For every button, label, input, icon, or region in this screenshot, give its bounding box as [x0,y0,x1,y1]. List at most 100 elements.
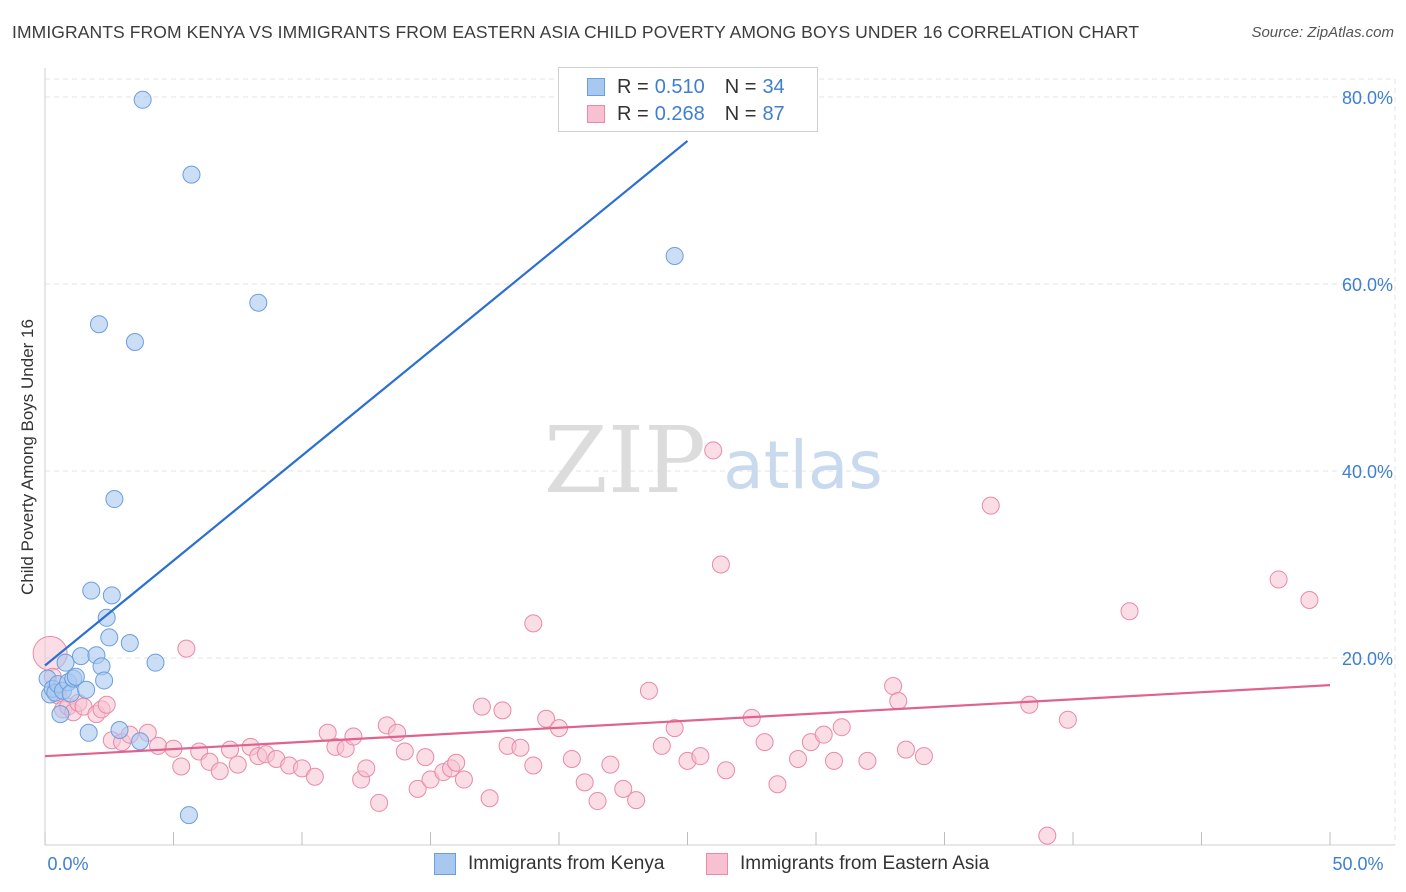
trend-line-eastern-asia [44,684,1331,758]
kenya-point [179,806,198,825]
bottom-legend-swatch-asia [706,853,728,875]
kenya-point [110,720,129,739]
asia-point [408,779,427,798]
asia-point [493,701,512,720]
kenya-point [95,671,114,690]
legend-row-kenya: R = 0.510 N = 34 [587,74,785,100]
y-tick-label: 20.0% [1342,649,1393,669]
grid-layer [45,78,1396,845]
y-tick-label: 80.0% [1342,88,1393,108]
watermark-atlas: atlas [723,427,883,504]
asia-point [755,733,774,752]
legend-swatch-asia [587,105,605,123]
asia-point [480,789,499,808]
kenya-point [100,628,119,647]
kenya-point [77,680,96,699]
asia-point [447,753,466,772]
source-credit: Source: ZipAtlas.com [1251,24,1394,41]
kenya-point [56,653,75,672]
tick-labels: 20.0% 40.0% 60.0% 80.0% 0.0% 50.0% [47,88,1393,874]
chart-title: IMMIGRANTS FROM KENYA VS IMMIGRANTS FROM… [12,22,1140,42]
asia-point [370,793,389,812]
asia-point [1058,710,1077,729]
bottom-legend-label-kenya: Immigrants from Kenya [468,853,665,874]
legend-r-label: R = [617,102,649,125]
asia-point [717,761,736,780]
bottom-legend-label-asia: Immigrants from Eastern Asia [740,853,990,874]
asia-point [172,757,191,776]
kenya-point [102,586,121,605]
legend-n-label: N = [724,102,757,125]
kenya-point [182,165,201,184]
x-tick-label: 0.0% [47,854,88,874]
asia-point [652,736,671,755]
kenya-point [665,246,684,265]
asia-point [210,762,229,781]
kenya-point [79,723,98,742]
asia-point [562,749,581,768]
kenya-point [89,315,108,334]
asia-point [814,725,833,744]
asia-point [711,555,730,574]
x-tick-label: 50.0% [1332,854,1383,874]
asia-point [614,779,633,798]
bottom-legend-swatch-kenya [434,853,456,875]
kenya-point [133,90,152,109]
asia-point [914,747,933,766]
asia-point [824,751,843,770]
kenya-point [71,647,90,666]
asia-point [524,756,543,775]
asia-point [1269,570,1288,589]
axis-layer [44,68,1395,846]
trend-lines [44,140,1331,758]
legend-n-value-kenya: 34 [762,75,785,98]
asia-point [789,749,808,768]
asia-point [665,719,684,738]
asia-point [293,759,311,778]
legend-r-value-asia: 0.268 [654,102,705,125]
trend-line-kenya [44,140,689,667]
asia-point [221,740,240,759]
asia-point [511,738,530,757]
asia-point [601,755,620,774]
asia-point [454,770,473,789]
kenya-point [146,653,165,672]
asia-point [639,681,658,700]
legend-swatch-kenya [587,78,605,96]
asia-point [344,727,363,746]
kenya-point [61,684,80,703]
kenya-point [125,332,144,351]
asia-point [627,791,646,810]
asia-point [537,709,556,728]
asia-point [832,718,851,737]
asia-point [768,775,787,794]
y-tick-label: 60.0% [1342,275,1393,295]
asia-point [416,748,435,767]
asia-point [588,792,607,811]
asia-point [981,496,1000,515]
kenya-point [120,634,139,653]
kenya-point [66,667,85,686]
asia-point [1120,602,1139,621]
asia-point [228,755,247,774]
asia-point [97,695,116,714]
bottom-legend-asia: Immigrants from Eastern Asia [706,851,989,877]
kenya-point [97,608,116,627]
asia-point [691,747,710,766]
asia-point [1020,695,1039,714]
series-kenya-points [38,90,684,825]
asia-point [357,759,376,778]
asia-point [1300,591,1319,610]
kenya-point [82,581,101,600]
asia-point [1038,826,1057,845]
legend-n-label: N = [724,75,757,98]
kenya-point [249,293,268,312]
watermark: ZIP atlas [544,407,883,514]
asia-point [395,742,414,761]
kenya-point [131,732,150,751]
y-axis-label: Child Poverty Among Boys Under 16 [18,319,37,595]
asia-point [858,751,877,770]
bottom-legend-kenya: Immigrants from Kenya [434,851,664,877]
asia-point [177,639,196,658]
asia-point [472,697,491,716]
